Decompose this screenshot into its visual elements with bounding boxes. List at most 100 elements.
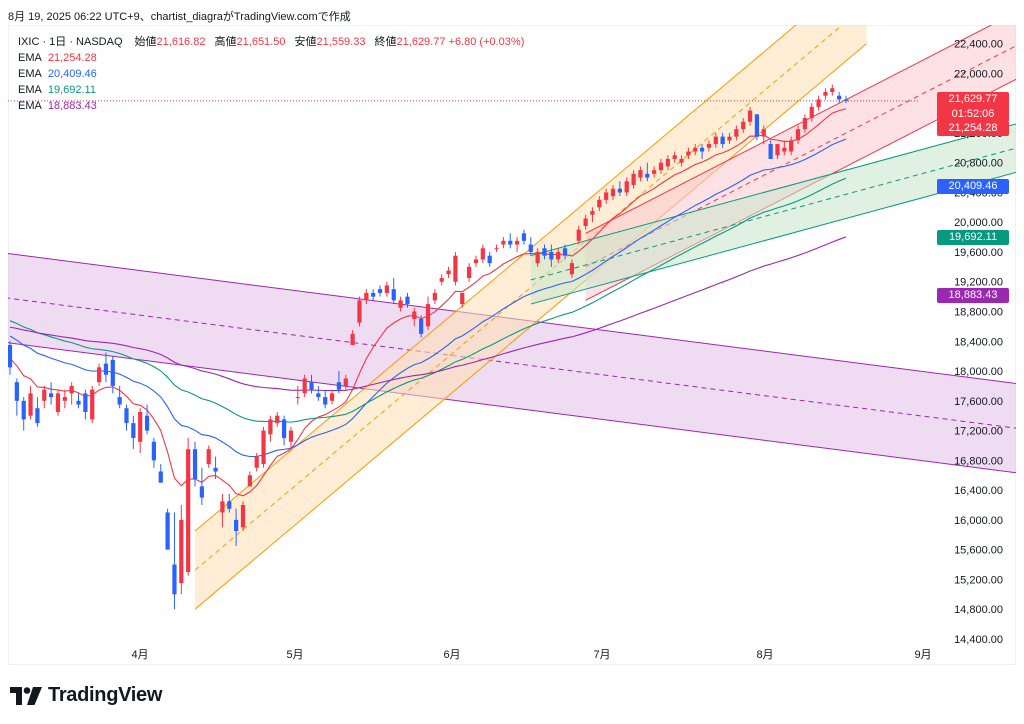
candle — [213, 456, 218, 479]
open-label: 始値 — [134, 36, 157, 48]
candle-body — [261, 430, 266, 465]
y-tick-label: 15,600.00 — [954, 545, 1003, 557]
low-label: 安値 — [294, 36, 317, 48]
candle-body — [446, 270, 451, 275]
last-price-value: 21,629.77 — [948, 93, 998, 105]
candle — [117, 385, 122, 409]
candle-body — [288, 430, 294, 442]
candle — [234, 508, 239, 546]
ema-legend-row[interactable]: EMA 18,883.43 — [18, 98, 524, 114]
tradingview-logo[interactable]: TradingView — [10, 684, 162, 707]
candle — [165, 508, 170, 550]
candle-body — [21, 400, 26, 420]
close-label: 終値 — [374, 36, 397, 48]
x-tick-label: 6月 — [443, 649, 460, 661]
candle-body — [686, 151, 691, 156]
candle-body — [69, 385, 74, 394]
candle-body — [398, 300, 403, 308]
candle — [453, 251, 458, 286]
candle-body — [473, 259, 479, 264]
candle — [21, 397, 26, 431]
low-value: 21,559.33 — [316, 36, 366, 48]
candle-body — [165, 512, 170, 550]
candle — [727, 132, 732, 145]
candle — [103, 352, 109, 383]
candle-body — [610, 188, 616, 197]
candle — [220, 493, 225, 528]
candle — [199, 467, 204, 505]
candle — [556, 248, 561, 264]
countdown-value: 01:52:06 — [951, 108, 995, 120]
brand-name: TradingView — [48, 684, 163, 706]
channel-layer — [8, 25, 1016, 610]
candle-body — [384, 285, 389, 293]
y-tick-label: 16,800.00 — [954, 455, 1003, 467]
open-value: 21,616.82 — [156, 36, 206, 48]
purple-channel-lower — [8, 342, 1016, 474]
candle — [158, 464, 163, 483]
candle — [665, 155, 670, 171]
ema4-price-tag: 18,883.43 — [937, 288, 1009, 303]
candle-body — [775, 144, 780, 156]
candle — [227, 493, 232, 513]
ema-legend-row[interactable]: EMA 20,409.46 — [18, 66, 524, 82]
candle — [775, 144, 780, 159]
candle-body — [213, 467, 218, 472]
candle — [49, 382, 54, 405]
candle-body — [234, 519, 239, 532]
chart-legend: IXIC · 1日 · NASDAQ 始値21,616.82 高値21,651.… — [18, 34, 524, 114]
candle-body — [432, 292, 437, 301]
candle — [782, 140, 787, 156]
candle-body — [151, 441, 157, 461]
candle-body — [350, 333, 355, 345]
candle-body — [837, 95, 842, 100]
orange-channel-mid — [194, 25, 844, 571]
candle — [124, 404, 129, 431]
candle-body — [302, 378, 307, 394]
symbol-label[interactable]: IXIC · 1日 · NASDAQ — [18, 36, 123, 48]
candle-body — [179, 519, 184, 584]
candle — [144, 404, 150, 435]
candle — [254, 452, 259, 472]
purple-channel-fill — [8, 253, 1016, 473]
candle — [542, 244, 547, 260]
candle-body — [425, 304, 431, 327]
candle — [802, 114, 807, 133]
candle — [624, 177, 629, 197]
candle-body — [658, 162, 664, 171]
candle — [14, 378, 19, 416]
candle-body — [624, 181, 629, 193]
candle — [699, 144, 705, 159]
ema-label: EMA — [18, 84, 42, 96]
purple-channel-upper — [8, 252, 1016, 384]
y-tick-label: 17,600.00 — [954, 396, 1003, 408]
orange-channel-fill — [195, 25, 867, 610]
green-channel-mid — [530, 147, 1016, 281]
candle — [432, 289, 437, 305]
candle — [42, 385, 47, 409]
price-chart[interactable]: 14,400.00 14,800.00 15,200.00 15,600.00 16,0… — [8, 25, 1016, 665]
candle — [816, 95, 821, 111]
candle — [823, 88, 828, 100]
candle-body — [336, 382, 342, 390]
chart-frame[interactable]: 14,400.00 14,800.00 15,200.00 15,600.00 16,0… — [8, 25, 1016, 665]
candle-body — [90, 389, 95, 420]
candle — [398, 296, 403, 312]
candle — [658, 158, 664, 174]
candle — [741, 118, 746, 133]
candle — [62, 389, 67, 409]
candle-body — [638, 170, 643, 178]
candle-body — [14, 382, 19, 401]
y-tick-label: 19,600.00 — [954, 247, 1003, 259]
candle — [768, 140, 773, 159]
candle-body — [802, 118, 807, 130]
ema-legend-row[interactable]: EMA 19,692.11 — [18, 82, 524, 98]
candle-body — [186, 449, 191, 572]
candle-body — [295, 397, 300, 399]
candle-body — [439, 278, 444, 282]
candle — [364, 289, 369, 305]
candle-body — [62, 397, 67, 401]
ema-legend-row[interactable]: EMA 21,254.28 — [18, 50, 524, 66]
candle-body — [357, 300, 362, 323]
candle — [206, 445, 211, 468]
